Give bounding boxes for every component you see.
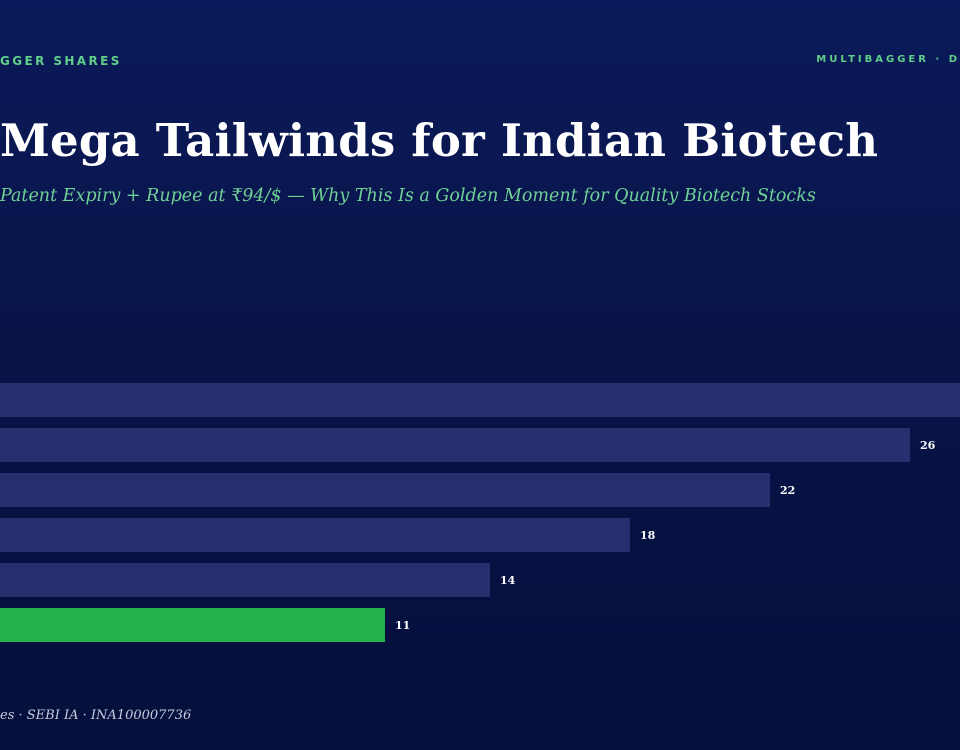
bar-value-label-4: 14 bbox=[500, 574, 516, 587]
bar-3 bbox=[0, 518, 630, 552]
page-subtitle: Patent Expiry + Rupee at ₹94/$ — Why Thi… bbox=[0, 186, 816, 206]
bar-5 bbox=[0, 608, 385, 642]
footer-disclaimer: es · SEBI IA · INA100007736 bbox=[0, 708, 192, 723]
bar-value-label-3: 18 bbox=[640, 529, 656, 542]
bar-value-label-5: 11 bbox=[395, 619, 410, 632]
bar-value-label-2: 22 bbox=[780, 484, 795, 497]
brand-label: GGER SHARES bbox=[0, 54, 122, 68]
bar-4 bbox=[0, 563, 490, 597]
bar-1 bbox=[0, 428, 910, 462]
bar-0 bbox=[0, 383, 960, 417]
bar-chart: 26 22 18 14 11 bbox=[0, 383, 960, 642]
series-label: MULTIBAGGER · D bbox=[816, 54, 960, 65]
bar-2 bbox=[0, 473, 770, 507]
page-title: Mega Tailwinds for Indian Biotech bbox=[0, 114, 879, 167]
bar-value-label-1: 26 bbox=[920, 439, 936, 452]
